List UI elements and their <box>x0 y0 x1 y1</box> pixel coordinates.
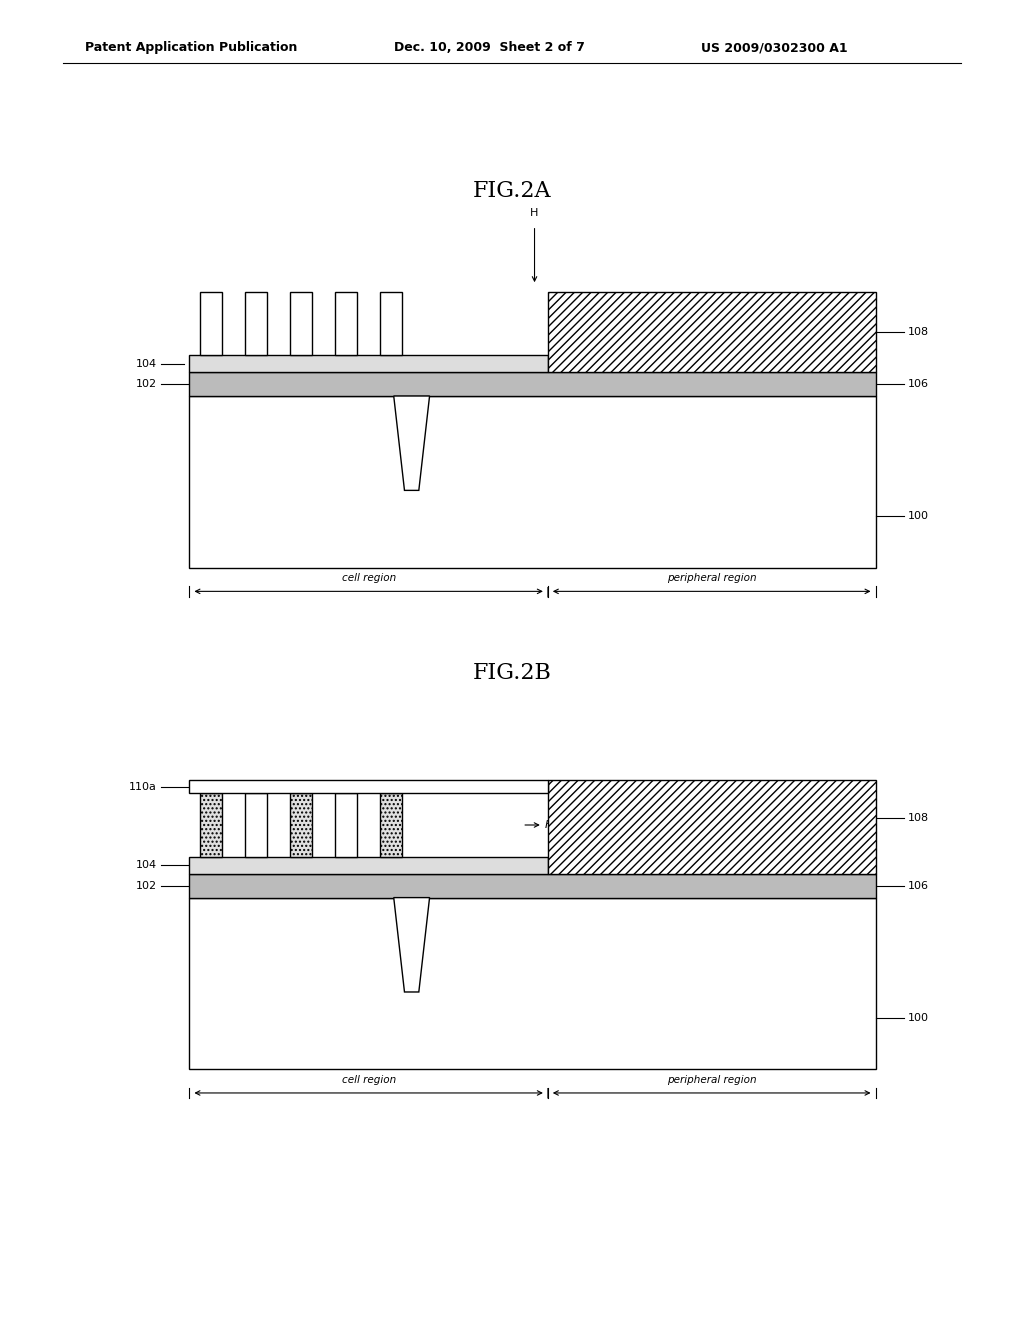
Text: 108: 108 <box>908 327 930 337</box>
Polygon shape <box>393 898 430 993</box>
Text: 100: 100 <box>908 1012 930 1023</box>
Bar <box>245 292 267 355</box>
Bar <box>189 355 548 372</box>
Bar <box>380 793 402 857</box>
Bar <box>189 874 876 898</box>
Text: 102: 102 <box>135 880 157 891</box>
Text: 110a: 110a <box>129 781 157 792</box>
Bar <box>189 874 876 898</box>
Bar <box>200 292 222 355</box>
Text: 104: 104 <box>135 861 157 870</box>
Text: FIG.2B: FIG.2B <box>472 663 552 684</box>
Bar <box>189 372 876 396</box>
Bar <box>548 780 876 874</box>
Text: cell region: cell region <box>342 1074 395 1085</box>
Bar <box>245 793 267 857</box>
Text: |: | <box>546 586 550 597</box>
Text: 106: 106 <box>908 379 930 389</box>
Text: cell region: cell region <box>342 573 395 583</box>
Text: |: | <box>546 1088 550 1098</box>
Bar <box>189 396 876 568</box>
Bar <box>189 898 876 1069</box>
Bar <box>290 793 312 857</box>
Bar <box>548 292 876 372</box>
Bar <box>380 292 402 355</box>
Text: Dec. 10, 2009  Sheet 2 of 7: Dec. 10, 2009 Sheet 2 of 7 <box>394 41 585 54</box>
Text: H: H <box>545 820 553 830</box>
Text: H: H <box>530 207 539 218</box>
Text: peripheral region: peripheral region <box>667 1074 757 1085</box>
Text: Patent Application Publication: Patent Application Publication <box>85 41 297 54</box>
Bar <box>189 780 548 793</box>
Bar <box>189 372 876 396</box>
Text: 106: 106 <box>908 880 930 891</box>
Bar <box>200 793 222 857</box>
Text: 102: 102 <box>135 379 157 389</box>
Text: 100: 100 <box>908 511 930 521</box>
Text: peripheral region: peripheral region <box>667 573 757 583</box>
Bar <box>335 292 357 355</box>
Text: FIG.2A: FIG.2A <box>473 181 551 202</box>
Text: 104: 104 <box>135 359 157 368</box>
Bar <box>290 292 312 355</box>
Bar <box>189 857 548 874</box>
Text: US 2009/0302300 A1: US 2009/0302300 A1 <box>701 41 848 54</box>
Text: 108: 108 <box>908 813 930 822</box>
Bar <box>335 793 357 857</box>
Polygon shape <box>393 396 430 491</box>
